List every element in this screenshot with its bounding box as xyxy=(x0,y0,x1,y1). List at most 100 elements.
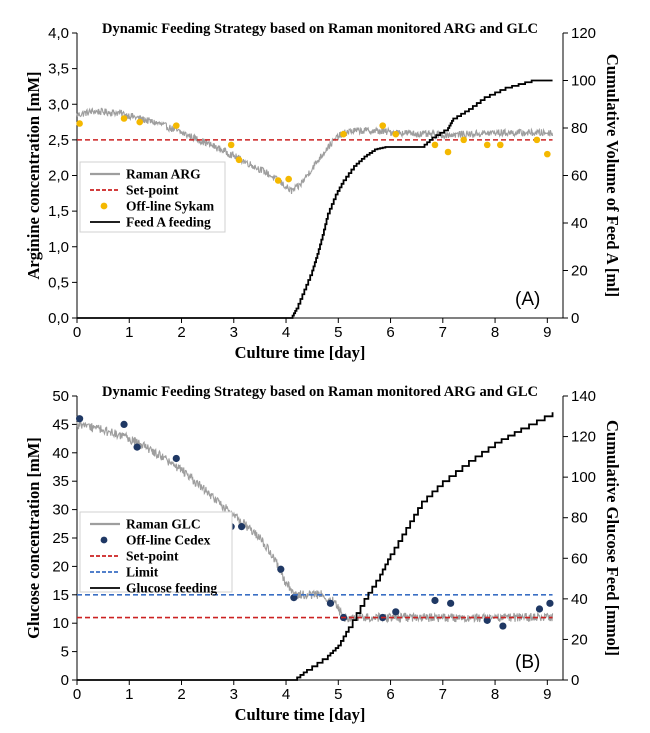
point-off-line-cedex xyxy=(483,616,491,624)
x-tick-label: 7 xyxy=(439,324,447,341)
point-off-line-sykam xyxy=(120,115,128,122)
x-tick-label: 0 xyxy=(73,686,81,703)
chart-panel-a: 0 1 2 3 4 5 6 7 8 9 0,0 0,5 1,0 1,5 2,0 2,5 3,0 3,5 4,0 0 20… xyxy=(24,21,622,362)
x-tick-label: 2 xyxy=(177,324,185,341)
panel-label: (B) xyxy=(515,652,540,673)
point-off-line-sykam xyxy=(444,148,452,156)
y-tick-label: 5 xyxy=(61,644,69,661)
point-off-line-sykam xyxy=(533,136,541,144)
y2-axis-label: Cumulative Glucose Feed [mmol] xyxy=(603,420,622,656)
legend-marker-off-line-sykam xyxy=(100,202,108,210)
point-off-line-cedex xyxy=(431,596,439,605)
y2-tick-label: 120 xyxy=(571,25,596,42)
point-off-line-cedex xyxy=(447,599,455,607)
point-off-line-cedex xyxy=(133,443,141,451)
y2-tick-label: 0 xyxy=(571,672,579,689)
chart-title: Dynamic Feeding Strategy based on Raman … xyxy=(102,384,538,400)
x-tick-label: 5 xyxy=(334,324,342,341)
point-off-line-sykam xyxy=(460,136,468,144)
point-off-line-sykam xyxy=(431,141,439,149)
series-glucose-feeding xyxy=(77,412,554,681)
y-tick-label: 40 xyxy=(52,445,69,462)
x-tick-label: 0 xyxy=(73,324,81,341)
legend-label-off-line-sykam: Off-line Sykam xyxy=(126,199,215,214)
y2-tick-label: 40 xyxy=(571,215,588,232)
legend-label-raman-glc: Raman GLC xyxy=(126,517,201,532)
y-tick-label: 20 xyxy=(52,558,69,575)
point-off-line-sykam xyxy=(340,130,347,138)
x-axis-label: Culture time [day] xyxy=(235,705,366,724)
y-tick-label: 1,0 xyxy=(48,239,69,256)
legend-label-glucose-feeding: Glucose feeding xyxy=(126,581,217,596)
point-off-line-cedex xyxy=(290,594,298,602)
y2-tick-label: 100 xyxy=(571,73,596,90)
y2-tick-label: 140 xyxy=(571,388,596,405)
y-tick-label: 30 xyxy=(52,502,69,519)
y-axis-label: Glucose concentration [mM] xyxy=(24,437,43,639)
y2-tick-label: 20 xyxy=(571,263,588,280)
point-off-line-cedex xyxy=(499,622,507,630)
legend-label-raman-arg: Raman ARG xyxy=(126,167,201,182)
point-off-line-sykam xyxy=(172,122,180,129)
x-tick-label: 3 xyxy=(230,686,238,703)
point-off-line-sykam xyxy=(496,141,504,149)
point-off-line-cedex xyxy=(76,415,84,423)
x-tick-label: 6 xyxy=(386,686,394,703)
x-tick-label: 6 xyxy=(386,324,394,341)
y2-tick-label: 40 xyxy=(571,591,588,608)
y-tick-label: 0 xyxy=(61,672,69,689)
legend-label-feed-a-feeding: Feed A feeding xyxy=(126,215,211,230)
y2-tick-label: 80 xyxy=(571,120,588,137)
point-off-line-sykam xyxy=(235,156,243,164)
x-tick-label: 8 xyxy=(491,686,499,703)
y-tick-label: 45 xyxy=(52,416,69,433)
y-tick-label: 35 xyxy=(52,473,69,490)
y-tick-label: 3,0 xyxy=(48,96,69,113)
point-off-line-sykam xyxy=(136,118,144,126)
x-tick-label: 4 xyxy=(282,686,290,703)
point-off-line-sykam xyxy=(392,130,400,138)
y-tick-label: 50 xyxy=(52,388,69,405)
y2-tick-label: 60 xyxy=(571,168,588,185)
point-off-line-sykam xyxy=(483,141,491,149)
point-off-line-sykam xyxy=(76,120,83,127)
y-tick-label: 3,5 xyxy=(48,61,69,78)
y-tick-label: 4,0 xyxy=(48,25,69,42)
y-tick-label: 0,5 xyxy=(48,274,69,291)
x-tick-label: 9 xyxy=(543,686,551,703)
y-tick-label: 0,0 xyxy=(48,310,69,327)
point-off-line-cedex xyxy=(535,605,544,613)
point-off-line-cedex xyxy=(172,454,180,463)
chart-title: Dynamic Feeding Strategy based on Raman … xyxy=(102,21,538,37)
x-tick-label: 1 xyxy=(125,686,133,703)
x-tick-label: 4 xyxy=(282,324,290,341)
x-tick-label: 9 xyxy=(543,324,551,341)
legend-label-limit: Limit xyxy=(126,565,159,580)
point-off-line-sykam xyxy=(274,177,282,184)
y2-tick-label: 20 xyxy=(571,631,588,648)
series-raman-arg xyxy=(76,107,554,195)
x-tick-label: 5 xyxy=(334,686,342,703)
y2-axis-label: Cumulative Volume of Feed A [ml] xyxy=(603,54,622,297)
legend-label-set-point: Set-point xyxy=(126,549,179,564)
y-tick-label: 2,5 xyxy=(48,132,69,149)
point-off-line-cedex xyxy=(392,608,400,616)
legend-label-off-line-cedex: Off-line Cedex xyxy=(126,533,211,548)
x-axis-label: Culture time [day] xyxy=(235,343,366,362)
y2-tick-label: 0 xyxy=(571,310,579,327)
legend-marker-off-line-cedex xyxy=(100,536,108,544)
point-off-line-cedex xyxy=(120,420,128,428)
x-tick-label: 8 xyxy=(491,324,499,341)
point-off-line-sykam xyxy=(285,175,292,183)
y-axis-label: Arginine concentration [mM] xyxy=(24,71,43,279)
y2-tick-label: 80 xyxy=(571,510,588,527)
x-tick-label: 7 xyxy=(439,686,447,703)
point-off-line-sykam xyxy=(379,122,387,129)
x-tick-label: 3 xyxy=(230,324,238,341)
y2-tick-label: 100 xyxy=(571,469,596,486)
y-tick-label: 25 xyxy=(52,530,69,547)
y-tick-label: 1,5 xyxy=(48,203,69,220)
chart-panel-b: 0 1 2 3 4 5 6 7 8 9051015202530354045500204060801… xyxy=(24,384,622,724)
